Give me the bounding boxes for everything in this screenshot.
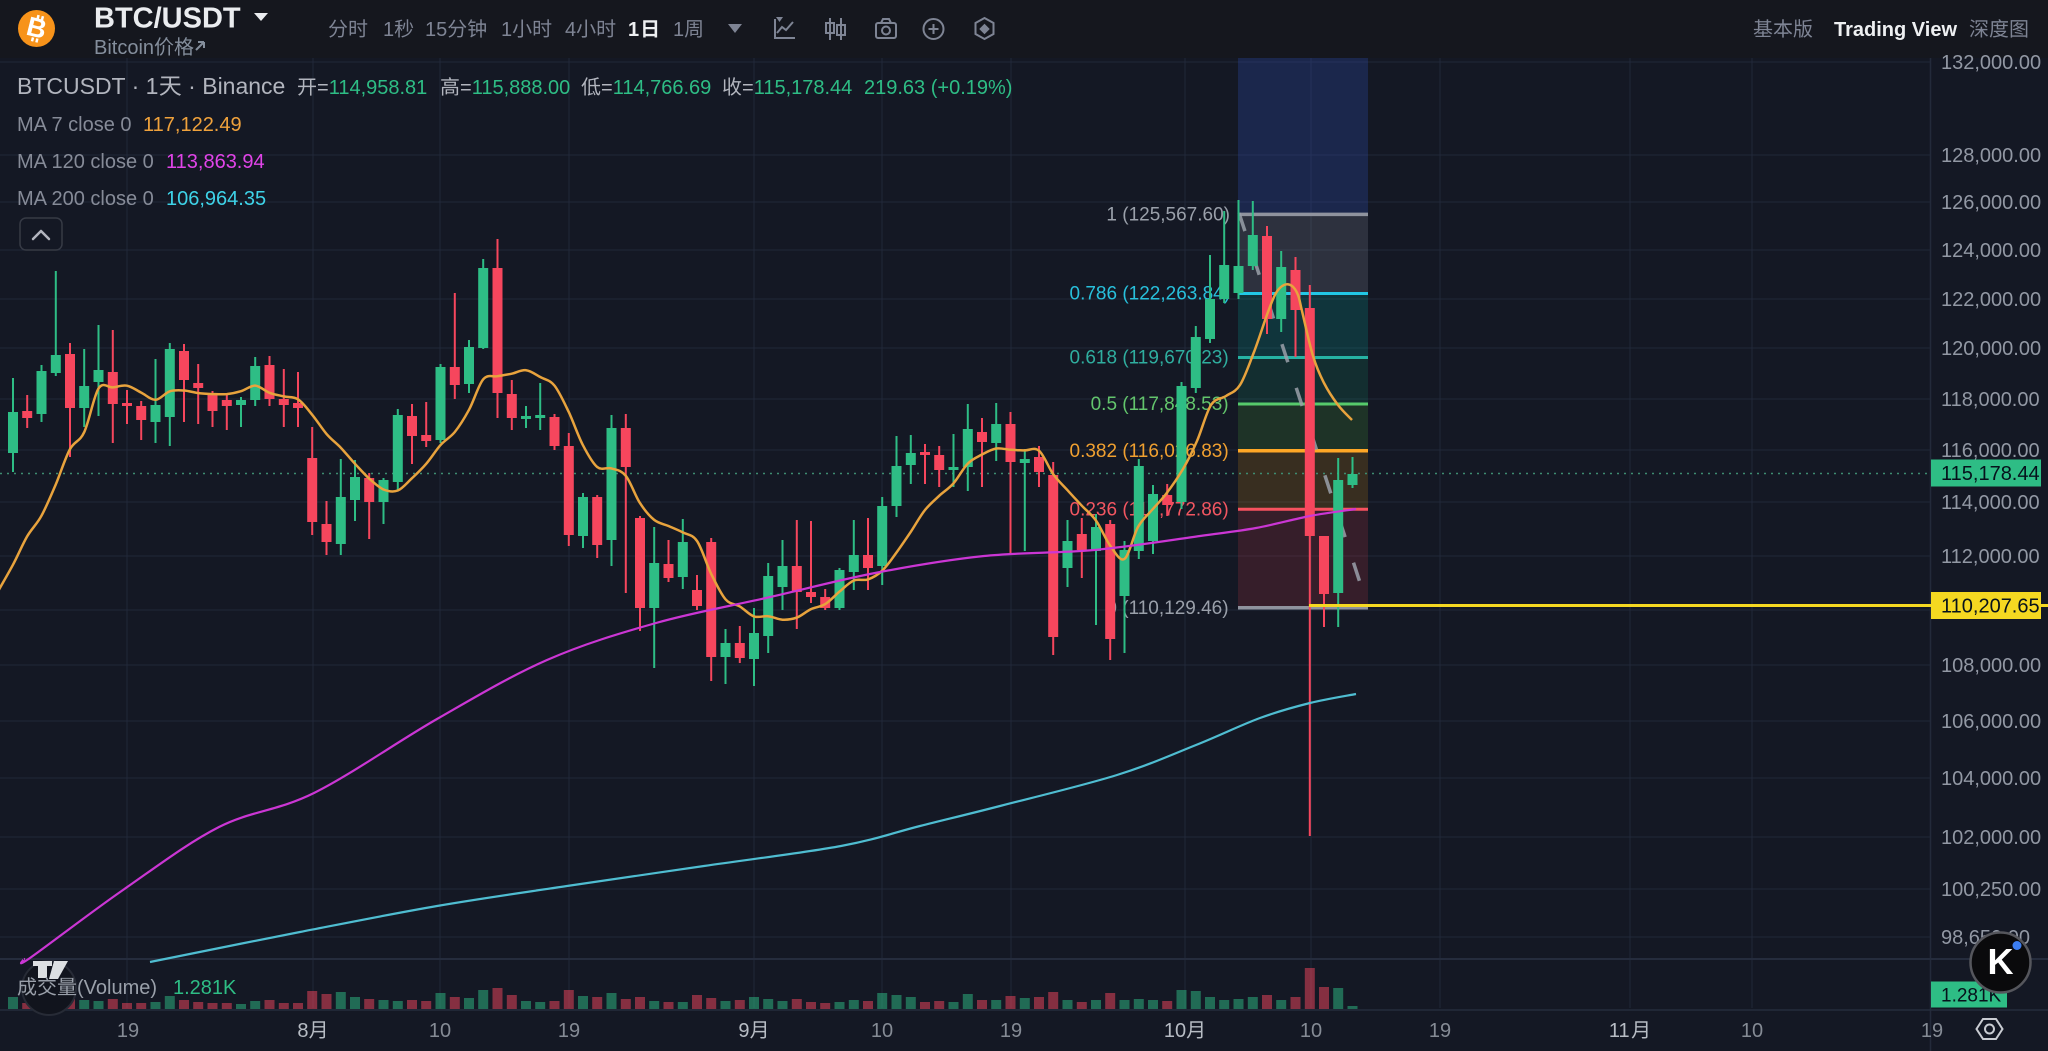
svg-text:106,000.00: 106,000.00: [1941, 711, 2041, 733]
svg-text:114,958.81: 114,958.81: [329, 77, 428, 99]
svg-text:10: 10: [1300, 1020, 1322, 1042]
svg-text:Bitcoin: Bitcoin: [94, 37, 154, 59]
svg-text:10: 10: [429, 1020, 451, 1042]
svg-text:=: =: [460, 77, 472, 99]
svg-text:126,000.00: 126,000.00: [1941, 192, 2041, 214]
svg-text:1 (125,567.60): 1 (125,567.60): [1106, 204, 1230, 225]
svg-text:1.281K: 1.281K: [1941, 986, 2002, 1007]
svg-text:132,000.00: 132,000.00: [1941, 52, 2041, 74]
svg-text:=: =: [742, 77, 754, 99]
svg-text:118,000.00: 118,000.00: [1941, 389, 2040, 411]
svg-text:114,766.69: 114,766.69: [613, 77, 712, 99]
svg-text:124,000.00: 124,000.00: [1941, 240, 2041, 262]
svg-text:122,000.00: 122,000.00: [1941, 289, 2041, 311]
svg-text:1: 1: [383, 19, 394, 41]
svg-text:· Binance: · Binance: [182, 73, 286, 99]
svg-text:1: 1: [673, 19, 684, 41]
svg-text:1: 1: [628, 19, 639, 41]
svg-text:(Volume): (Volume): [77, 977, 157, 999]
svg-text:117,122.49: 117,122.49: [143, 114, 242, 136]
svg-text:15: 15: [425, 19, 447, 41]
svg-text:MA 120 close 0: MA 120 close 0: [17, 151, 154, 173]
svg-text:10: 10: [1164, 1020, 1186, 1042]
svg-text:MA 7 close 0: MA 7 close 0: [17, 114, 132, 136]
svg-text:110,207.65: 110,207.65: [1941, 596, 2040, 618]
svg-text:114,000.00: 114,000.00: [1941, 492, 2040, 514]
svg-text:11: 11: [1609, 1020, 1630, 1042]
svg-text:0 (110,129.46): 0 (110,129.46): [1106, 598, 1228, 619]
svg-text:BTCUSDT · 1: BTCUSDT · 1: [17, 73, 158, 99]
svg-text:0.5 (117,848.53): 0.5 (117,848.53): [1091, 394, 1229, 415]
svg-text:9: 9: [738, 1020, 749, 1042]
svg-text:112,000.00: 112,000.00: [1941, 546, 2040, 568]
svg-text:19: 19: [558, 1020, 580, 1042]
svg-text:10: 10: [871, 1020, 893, 1042]
svg-text:219.63 (+0.19%): 219.63 (+0.19%): [864, 77, 1012, 99]
svg-text:115,178.44: 115,178.44: [1941, 463, 2040, 485]
svg-text:128,000.00: 128,000.00: [1941, 145, 2041, 167]
svg-text:1: 1: [501, 19, 512, 41]
svg-text:MA 200 close 0: MA 200 close 0: [17, 188, 154, 210]
svg-text:0.618 (119,670.23): 0.618 (119,670.23): [1070, 348, 1229, 369]
svg-text:113,863.94: 113,863.94: [166, 151, 265, 173]
svg-text:=: =: [601, 77, 613, 99]
svg-text:=: =: [317, 77, 329, 99]
svg-text:104,000.00: 104,000.00: [1941, 768, 2041, 790]
svg-text:0.382 (116,026.83): 0.382 (116,026.83): [1070, 441, 1229, 462]
svg-text:19: 19: [1000, 1020, 1022, 1042]
svg-text:19: 19: [1429, 1020, 1451, 1042]
svg-text:Trading View: Trading View: [1834, 19, 1957, 41]
svg-text:10: 10: [1741, 1020, 1763, 1042]
svg-text:115,888.00: 115,888.00: [472, 77, 571, 99]
svg-text:4: 4: [565, 19, 576, 41]
svg-text:115,178.44: 115,178.44: [754, 77, 853, 99]
svg-text:1.281K: 1.281K: [173, 977, 237, 999]
svg-text:106,964.35: 106,964.35: [166, 188, 266, 210]
svg-text:108,000.00: 108,000.00: [1941, 655, 2041, 677]
svg-text:19: 19: [1921, 1020, 1943, 1042]
svg-text:K: K: [1988, 941, 2014, 982]
svg-text:120,000.00: 120,000.00: [1941, 338, 2041, 360]
svg-text:8: 8: [297, 1020, 308, 1042]
svg-text:100,250.00: 100,250.00: [1941, 879, 2041, 901]
svg-text:0.786 (122,263.84): 0.786 (122,263.84): [1070, 284, 1231, 305]
svg-text:BTC/USDT: BTC/USDT: [94, 3, 241, 35]
svg-text:116,000.00: 116,000.00: [1941, 440, 2040, 462]
svg-text:102,000.00: 102,000.00: [1941, 827, 2041, 849]
svg-text:19: 19: [117, 1020, 139, 1042]
